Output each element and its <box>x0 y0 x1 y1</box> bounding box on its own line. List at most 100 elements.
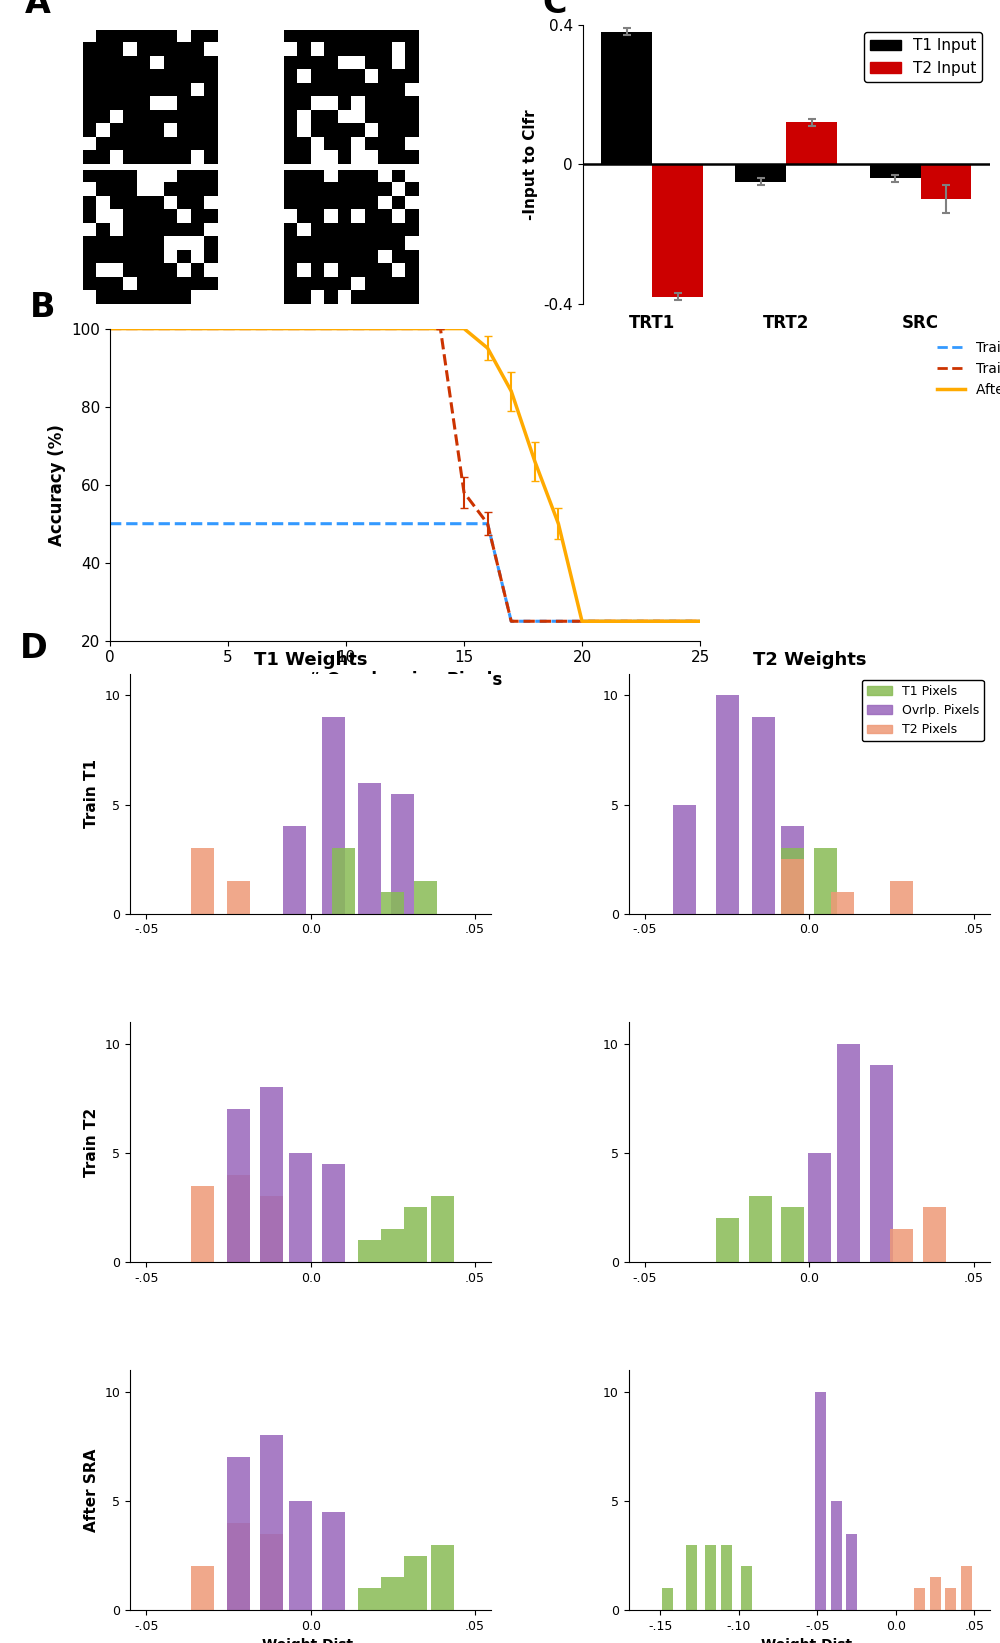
After SRC <box>104 319 116 338</box>
Bar <box>846 1533 857 1610</box>
Title: T2 Weights: T2 Weights <box>753 651 866 669</box>
Line: Train T2: Train T2 <box>110 329 700 621</box>
Bar <box>391 794 414 914</box>
Bar <box>814 848 837 914</box>
Bar <box>705 1544 716 1610</box>
Bar <box>837 1043 860 1262</box>
After SRC <box>576 611 588 631</box>
Bar <box>831 1502 842 1610</box>
Y-axis label: Train T1: Train T1 <box>84 759 99 828</box>
After SRC <box>694 611 706 631</box>
Text: C: C <box>543 0 567 20</box>
After SRC <box>458 319 470 338</box>
X-axis label: Weight Dist.: Weight Dist. <box>761 1638 858 1643</box>
Bar <box>431 1544 454 1610</box>
Bar <box>227 881 250 914</box>
Bar <box>930 1577 941 1610</box>
Bar <box>322 718 345 914</box>
Bar <box>332 848 355 914</box>
Bar <box>191 848 214 914</box>
Text: A: A <box>25 0 51 20</box>
Train T2 <box>482 514 494 534</box>
Train T2 <box>434 319 446 338</box>
Bar <box>227 1523 250 1610</box>
Bar <box>289 1502 312 1610</box>
Bar <box>283 826 306 914</box>
Bar <box>716 695 739 914</box>
Bar <box>191 1186 214 1262</box>
Bar <box>781 859 804 914</box>
Bar <box>923 1208 946 1262</box>
Bar <box>808 1153 831 1262</box>
Y-axis label: Accuracy (%): Accuracy (%) <box>48 424 66 545</box>
Bar <box>781 1208 804 1262</box>
Legend: Train T1, Train T2, After SRC: Train T1, Train T2, After SRC <box>932 335 1000 403</box>
Bar <box>227 1175 250 1262</box>
X-axis label: Weight Dist.: Weight Dist. <box>262 1638 359 1643</box>
Bar <box>601 31 652 164</box>
Bar <box>260 1088 283 1262</box>
Y-axis label: After SRA: After SRA <box>84 1449 99 1531</box>
Train T2 <box>694 611 706 631</box>
Bar <box>191 1566 214 1610</box>
Bar <box>945 1589 956 1610</box>
Bar <box>289 1153 312 1262</box>
Train T2 <box>505 611 517 631</box>
Train T1 <box>694 611 706 631</box>
Bar <box>815 1392 826 1610</box>
Train T2 <box>104 319 116 338</box>
Bar <box>358 1240 381 1262</box>
Bar <box>890 881 913 914</box>
Train T1 <box>104 514 116 534</box>
Bar <box>322 1512 345 1610</box>
Bar <box>890 1229 913 1262</box>
Bar <box>381 892 404 914</box>
After SRC <box>482 338 494 358</box>
Bar <box>358 1589 381 1610</box>
Bar <box>921 164 971 199</box>
Bar <box>781 826 804 914</box>
Bar <box>227 1457 250 1610</box>
Bar <box>673 805 696 914</box>
Bar <box>431 1196 454 1262</box>
Bar <box>870 1065 893 1262</box>
Bar <box>741 1566 752 1610</box>
Bar <box>260 1436 283 1610</box>
Bar <box>721 1544 732 1610</box>
Line: After SRC: After SRC <box>110 329 700 621</box>
Legend: T1 Input, T2 Input: T1 Input, T2 Input <box>864 33 982 82</box>
Bar <box>686 1544 697 1610</box>
After SRC <box>505 381 517 401</box>
After SRC <box>552 514 564 534</box>
Train T2 <box>458 483 470 503</box>
Bar <box>404 1208 427 1262</box>
Bar <box>831 892 854 914</box>
Bar <box>781 848 804 914</box>
Line: Train T1: Train T1 <box>110 524 700 621</box>
After SRC <box>529 452 541 472</box>
Bar <box>652 164 703 297</box>
Bar <box>662 1589 673 1610</box>
Legend: T1 Pixels, Ovrlp. Pixels, T2 Pixels: T1 Pixels, Ovrlp. Pixels, T2 Pixels <box>862 680 984 741</box>
Bar <box>786 123 837 164</box>
Train T1 <box>505 611 517 631</box>
Bar <box>752 718 775 914</box>
Text: D: D <box>20 633 48 665</box>
Train T1 <box>482 514 494 534</box>
Train T2 <box>411 319 423 338</box>
Bar <box>414 881 437 914</box>
Text: B: B <box>30 291 56 324</box>
Bar <box>381 1577 404 1610</box>
Bar <box>735 164 786 182</box>
Title: T1 Weights: T1 Weights <box>254 651 367 669</box>
Y-axis label: Train T2: Train T2 <box>84 1107 99 1176</box>
Bar <box>358 782 381 914</box>
Y-axis label: -Input to Clfr: -Input to Clfr <box>523 108 538 220</box>
Bar <box>260 1196 283 1262</box>
Bar <box>381 1229 404 1262</box>
Bar <box>260 1533 283 1610</box>
Bar <box>870 164 921 179</box>
Bar <box>322 1163 345 1262</box>
Bar <box>914 1589 925 1610</box>
Bar <box>227 1109 250 1262</box>
